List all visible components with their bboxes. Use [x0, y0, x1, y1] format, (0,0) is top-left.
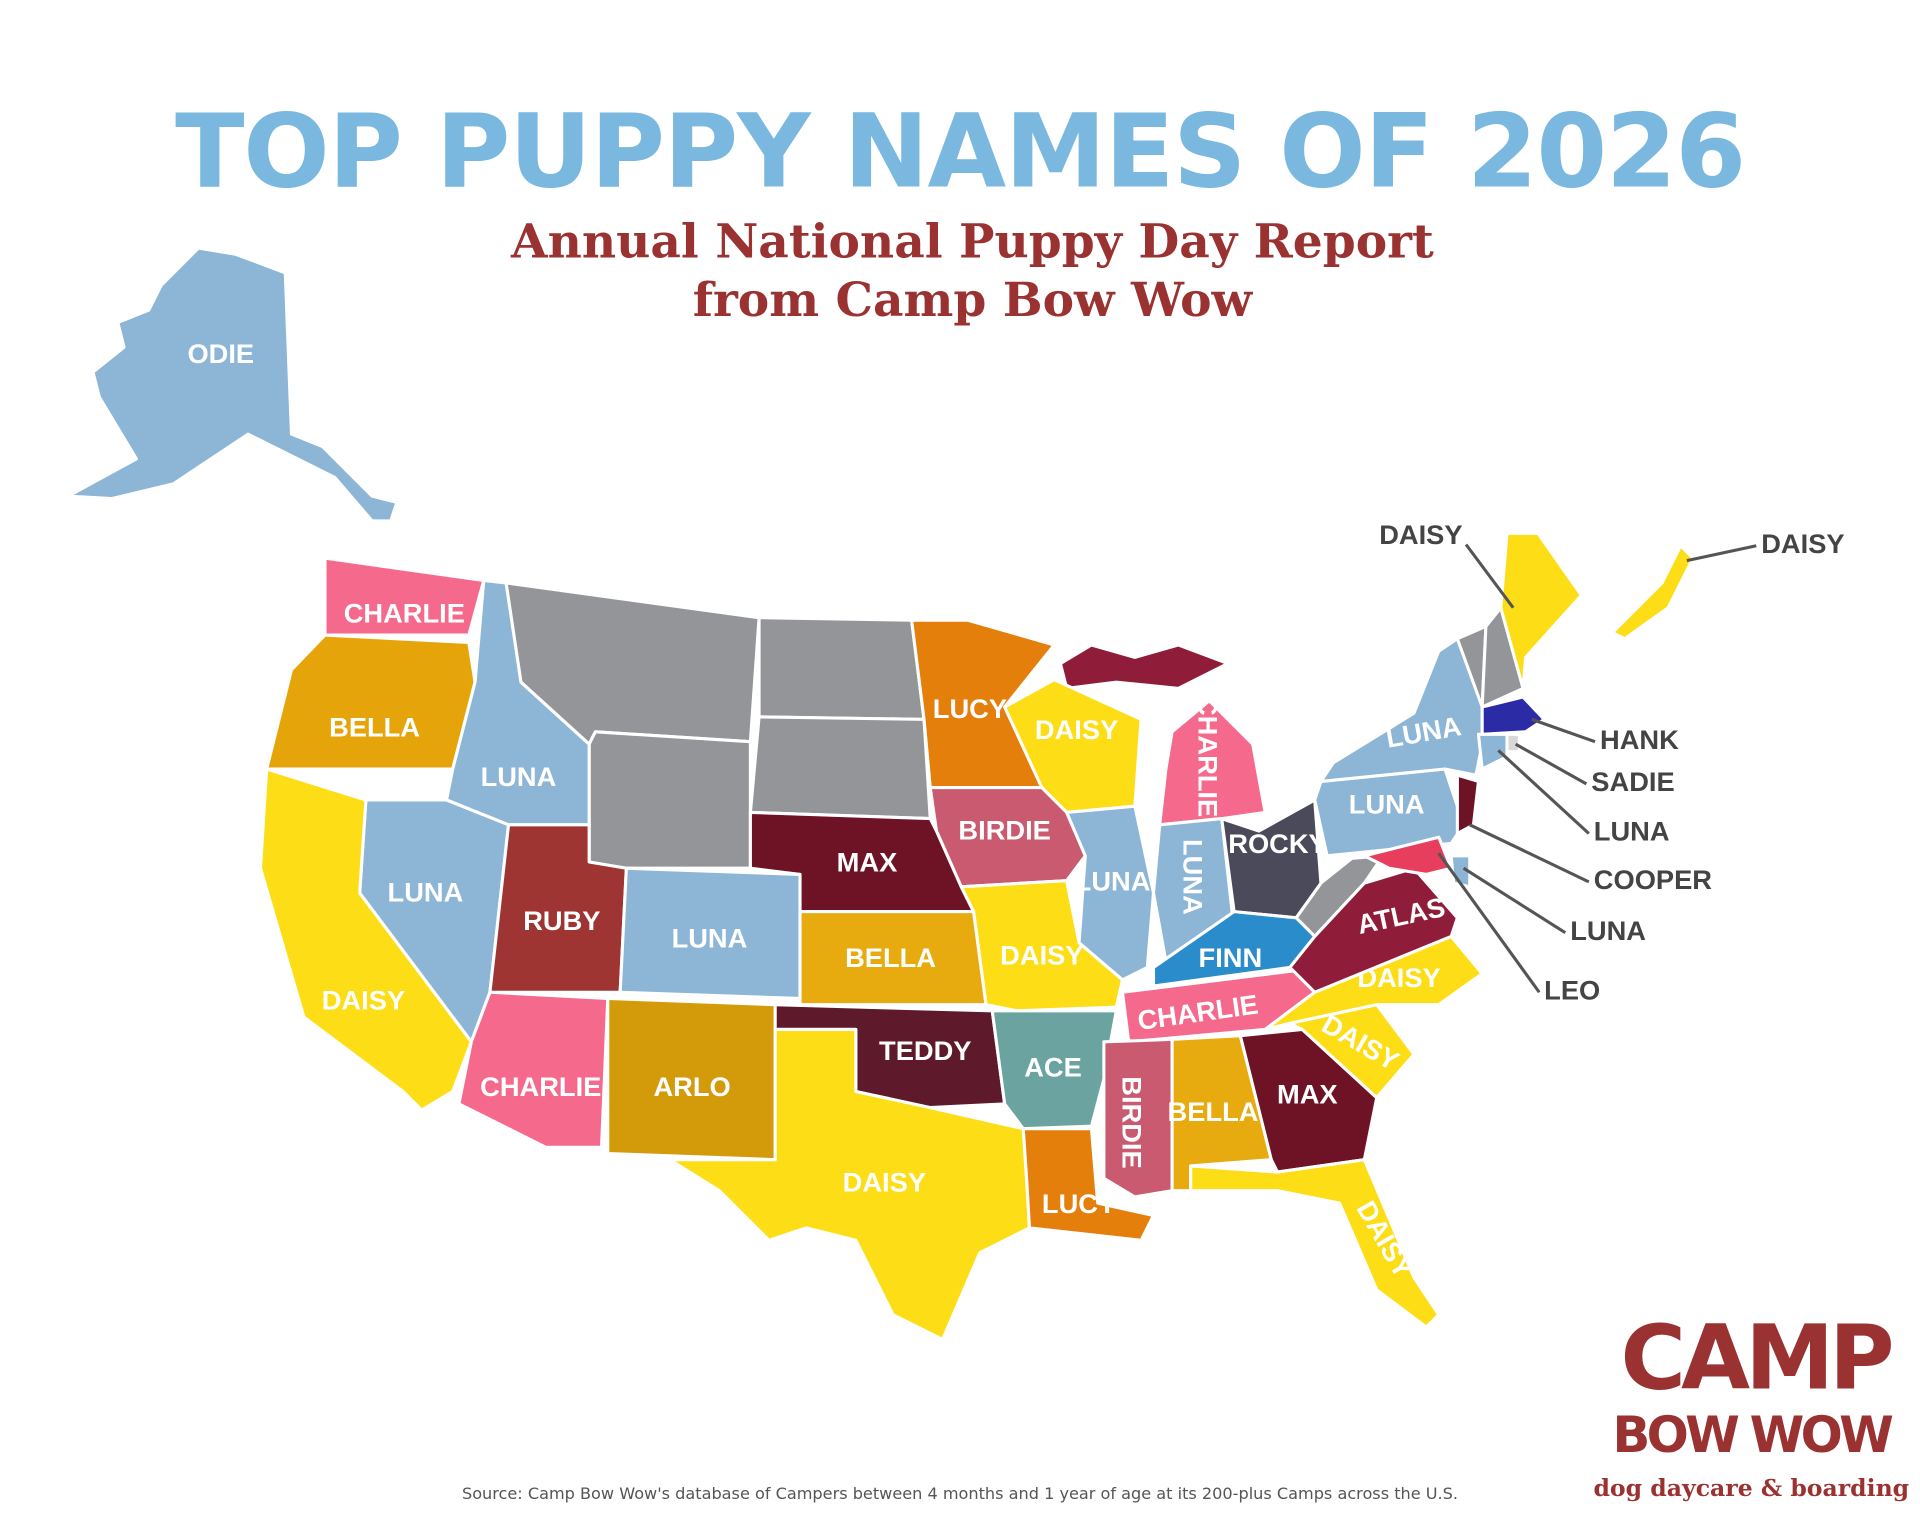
- state-label: BIRDIE: [958, 814, 1050, 845]
- subtitle: Annual National Puppy Day Report: [510, 215, 1434, 270]
- state-region: [258, 767, 473, 1112]
- state-region: [1476, 732, 1509, 771]
- logo-top: CAMP: [1620, 1307, 1891, 1411]
- state-region: [1480, 695, 1546, 736]
- logo-bottom: dog daycare & boarding: [1593, 1474, 1909, 1502]
- state-label: ARLO: [653, 1071, 730, 1102]
- callout-line: [1462, 866, 1567, 935]
- state-region: [1158, 699, 1267, 827]
- callout-label: DAISY: [1379, 519, 1462, 550]
- state-region: [1065, 804, 1156, 982]
- subtitle: from Camp Bow Wow: [693, 273, 1254, 328]
- state-label: LUNA: [1177, 839, 1208, 915]
- state-region: [748, 715, 932, 821]
- state-region: [1505, 732, 1521, 754]
- state-region: [323, 556, 486, 637]
- callout-label: HANK: [1600, 724, 1679, 755]
- callout-line: [1497, 749, 1590, 835]
- state-label: LUNA: [388, 876, 464, 907]
- state-region: [587, 730, 752, 870]
- callout-line: [1686, 544, 1757, 563]
- state-region: [1189, 1158, 1441, 1329]
- state-region: [1455, 773, 1480, 836]
- callout-line: [1437, 852, 1541, 994]
- state-label: ROCKY: [1228, 828, 1326, 859]
- state-label: BELLA: [329, 712, 420, 743]
- state-label: CHARLIE: [480, 1071, 601, 1102]
- state-label: LUNA: [481, 761, 557, 792]
- state-label: DAISY: [322, 984, 405, 1015]
- state-label: LUNA: [672, 922, 748, 953]
- state-label: DAISY: [1035, 714, 1118, 745]
- callout-line: [1469, 823, 1590, 884]
- state-region: [990, 1009, 1118, 1131]
- state-label: LUNA: [1075, 865, 1151, 896]
- state-region: [1058, 643, 1230, 690]
- state-label: ODIE: [187, 338, 254, 369]
- map: ODIE CHARLIE BELLA LUNA LUCY DAISY CHARLIE BIRD…: [66, 246, 1695, 1342]
- state-label: DAISY: [843, 1167, 926, 1198]
- state-region: [1499, 531, 1583, 690]
- state-region: [66, 246, 399, 523]
- callout-label: SADIE: [1591, 766, 1674, 797]
- callout-label: DAISY: [1761, 528, 1844, 559]
- state-region: [668, 1027, 1032, 1342]
- source: Source: Camp Bow Wow's database of Campe…: [462, 1484, 1458, 1503]
- callout-label: COOPER: [1594, 864, 1712, 895]
- callout-line: [1531, 717, 1596, 744]
- state-label: BELLA: [1168, 1096, 1259, 1127]
- state-label: FINN: [1199, 942, 1263, 973]
- callout-label: LUNA: [1570, 915, 1646, 946]
- state-label: BELLA: [845, 942, 936, 973]
- state-region: [757, 616, 926, 721]
- callout-line: [1514, 742, 1588, 786]
- state-label: RUBY: [523, 905, 600, 936]
- logo-middle: BOW WOW: [1613, 1406, 1894, 1464]
- state-region: [1610, 544, 1695, 641]
- state-label: ACE: [1024, 1051, 1082, 1082]
- state-region: [959, 879, 1125, 1013]
- state-label: MAX: [1277, 1079, 1338, 1110]
- state-region: [1263, 934, 1484, 1032]
- state-label: LUCY: [933, 693, 1007, 724]
- state-label: LUNA: [1349, 788, 1425, 819]
- state-label: TEDDY: [879, 1035, 971, 1066]
- state-region: [1021, 1127, 1156, 1242]
- state-region: [1288, 866, 1459, 994]
- state-label: BIRDIE: [1117, 1076, 1148, 1168]
- state-region: [265, 633, 477, 771]
- state-region: [1362, 835, 1453, 876]
- state-label: MAX: [837, 847, 898, 878]
- state-label: CHARLIE: [344, 597, 465, 628]
- state-label: LUCY: [1042, 1188, 1116, 1219]
- title: TOP PUPPY NAMES OF 2026: [175, 93, 1745, 211]
- callout-line: [1464, 543, 1515, 609]
- callout-label: LUNA: [1594, 816, 1670, 847]
- callout-label: LEO: [1544, 974, 1600, 1005]
- state-label: DAISY: [1000, 940, 1083, 971]
- state-label: CHARLIE: [1192, 696, 1223, 817]
- state-region: [457, 990, 610, 1149]
